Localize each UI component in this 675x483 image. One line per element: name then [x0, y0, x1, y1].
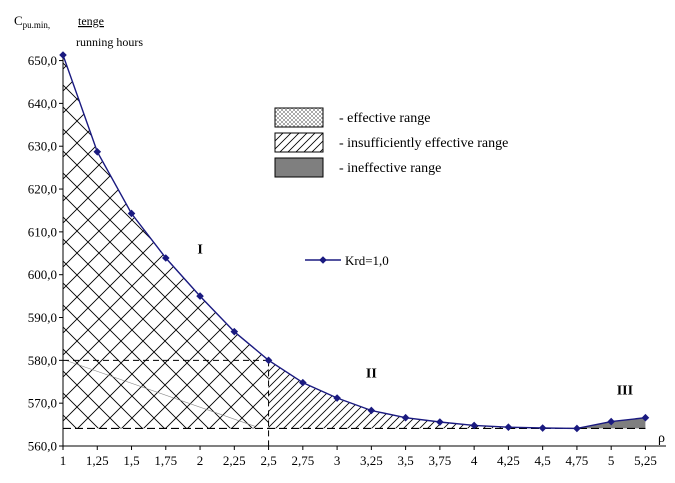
data-point [573, 424, 581, 433]
data-point [538, 424, 547, 432]
data-point [127, 209, 136, 218]
legend-series-marker [319, 256, 327, 264]
legend-swatch-crosshatch [274, 107, 324, 128]
region-label-III: III [617, 384, 633, 399]
y-axis-symbol: C [14, 13, 23, 28]
data-point [299, 378, 307, 387]
x-tick-label: 2,75 [291, 453, 314, 468]
data-point [161, 254, 170, 262]
region-II [268, 360, 577, 429]
data-point [264, 356, 273, 365]
axes: 560,0 570,0 580,0 590,0 600,0 610,0 620,0 630,0… [28, 52, 666, 468]
legend-swatch-diagonal [274, 132, 324, 153]
series-layer [59, 51, 650, 433]
y-tick-label: 610,0 [28, 224, 57, 239]
y-tick-label: 600,0 [28, 267, 57, 282]
x-tick-label: 4,75 [566, 453, 589, 468]
x-tick-label: 4,5 [535, 453, 551, 468]
x-tick-label: 1,25 [86, 453, 109, 468]
legend-label-diagonal: - insufficiently effective range [339, 136, 508, 151]
x-tick-label: 5 [608, 453, 615, 468]
x-tick-label: 4 [471, 453, 478, 468]
y-tick-label: 560,0 [28, 439, 57, 454]
legend-swatch-solid-gray [274, 157, 324, 178]
data-point [436, 418, 444, 426]
x-tick-label: 5,25 [634, 453, 657, 468]
y-tick-label: 620,0 [28, 182, 57, 197]
data-point [59, 51, 67, 59]
data-point [504, 423, 513, 431]
x-tick-label: 2 [197, 453, 204, 468]
x-tick-label: 1 [60, 453, 67, 468]
x-tick-label: 2,25 [223, 453, 246, 468]
x-axis-title: ρ [658, 431, 665, 446]
data-point [641, 413, 650, 422]
y-tick-label: 590,0 [28, 310, 57, 325]
data-point [230, 327, 239, 336]
y-tick-label: 570,0 [28, 396, 57, 411]
y-tick-label: 640,0 [28, 96, 57, 111]
region-I [63, 55, 269, 429]
x-tick-label: 3,5 [397, 453, 413, 468]
legend-label-crosshatch: - effective range [339, 111, 430, 126]
x-tick-label: 1,5 [123, 453, 139, 468]
series-line [62, 54, 646, 430]
data-point [333, 394, 341, 402]
data-point [367, 406, 376, 415]
y-axis-unit-numerator: tenge [78, 14, 104, 28]
x-tick-label: 3 [334, 453, 341, 468]
y-tick-label: 580,0 [28, 353, 57, 368]
region-I-inner-line [65, 360, 255, 427]
y-axis-title: Cpu.min, [14, 13, 50, 30]
y-tick-label: 630,0 [28, 139, 57, 154]
region-label-I: I [197, 242, 202, 257]
legend-series-label: Krd=1,0 [345, 253, 389, 268]
x-tick-label: 2,5 [260, 453, 276, 468]
legend: - effective range - insufficiently effect… [274, 107, 508, 268]
x-tick-label: 3,25 [360, 453, 383, 468]
y-axis-subscript: pu.min, [23, 20, 51, 30]
x-tick-label: 4,25 [497, 453, 520, 468]
data-point [93, 147, 102, 156]
data-point [607, 417, 615, 426]
legend-label-solid-gray: - ineffective range [339, 161, 441, 176]
y-axis-unit-denominator: running hours [76, 35, 143, 49]
data-point [470, 421, 478, 430]
x-tick-label: 3,75 [429, 453, 452, 468]
x-tick-label: 1,75 [154, 453, 177, 468]
y-tick-label: 650,0 [28, 53, 57, 68]
region-label-II: II [366, 366, 377, 381]
data-point [196, 292, 204, 300]
data-point [401, 413, 410, 422]
